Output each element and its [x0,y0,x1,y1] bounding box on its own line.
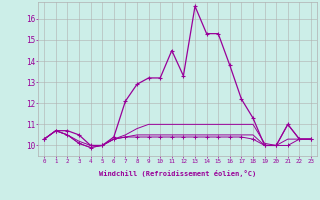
X-axis label: Windchill (Refroidissement éolien,°C): Windchill (Refroidissement éolien,°C) [99,170,256,177]
